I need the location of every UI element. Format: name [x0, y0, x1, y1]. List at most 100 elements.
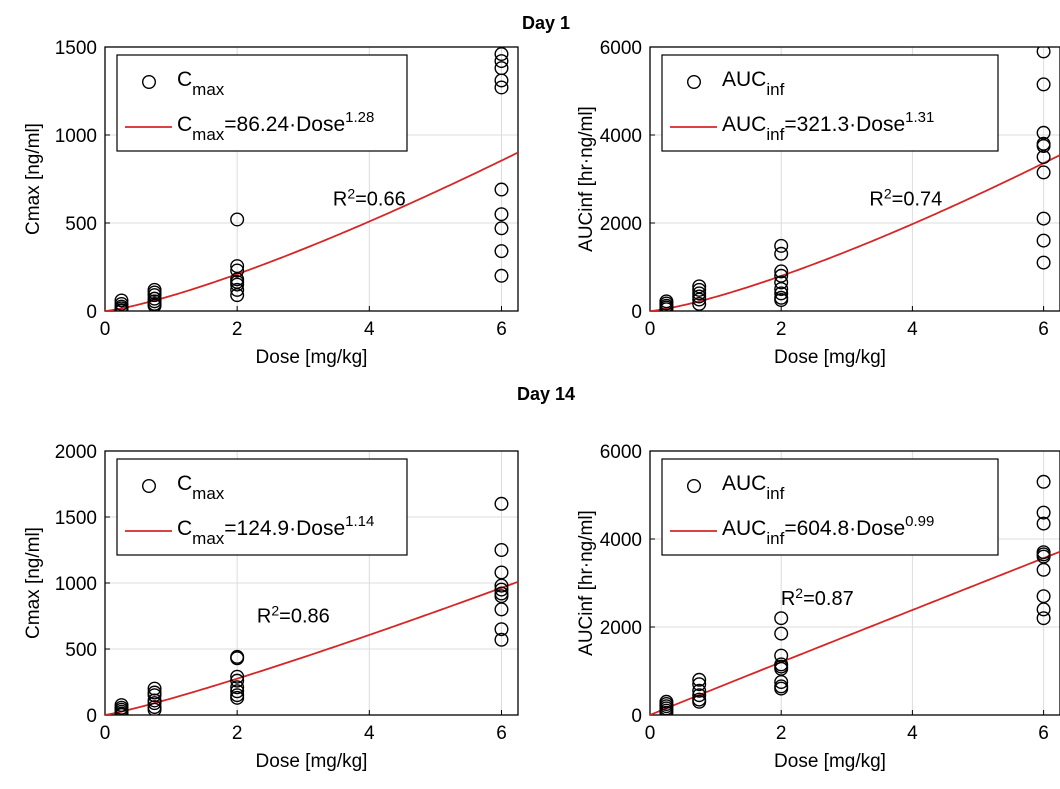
- data-point: [774, 681, 789, 696]
- data-point: [230, 274, 245, 289]
- y-tick-label: 500: [65, 640, 97, 661]
- y-tick-label: 1000: [55, 574, 97, 595]
- chart-panel-3: 0 2 4 6 0 500 1000 1500 2000 Dose [mg/kg] Cmax [ng…: [23, 442, 519, 772]
- x-axis-label: Dose [mg/kg]: [256, 347, 368, 368]
- y-tick-label: 1000: [55, 126, 97, 147]
- data-point: [230, 212, 245, 227]
- r2-label: R2=0.66: [333, 185, 406, 210]
- data-point: [1036, 516, 1051, 531]
- legend-box: [661, 54, 999, 152]
- data-point: [1036, 602, 1051, 617]
- legend-fit-label: AUCinf=321.3·Dose1.31: [722, 109, 934, 144]
- data-point: [692, 292, 707, 307]
- y-tick-label: 2000: [600, 214, 642, 235]
- y-tick-label: 0: [631, 706, 642, 727]
- data-point: [494, 268, 509, 283]
- plot-frame: [104, 46, 519, 312]
- x-tick-label: 6: [496, 319, 507, 340]
- y-axis-label: AUCinf [hr·ng/ml]: [576, 510, 597, 656]
- data-point: [692, 694, 707, 709]
- data-point: [692, 672, 707, 687]
- data-point: [1036, 211, 1051, 226]
- plot-frame: [649, 450, 1060, 716]
- legend-fit-label: AUCinf=604.8·Dose0.99: [722, 513, 934, 548]
- data-point: [494, 54, 509, 69]
- r2-label: R2=0.74: [869, 185, 942, 210]
- data-point: [494, 80, 509, 95]
- r2-label: R2=0.87: [781, 585, 854, 610]
- y-tick-label: 6000: [600, 442, 642, 463]
- x-tick-label: 2: [776, 319, 787, 340]
- power-fit-line: [105, 580, 518, 715]
- data-point: [114, 708, 129, 715]
- power-fit-line: [650, 154, 1060, 311]
- data-point: [692, 677, 707, 692]
- legend-marker-label: AUCinf: [722, 472, 785, 503]
- section-title-day-1: Day 1: [522, 13, 570, 33]
- y-tick-label: 4000: [600, 126, 642, 147]
- y-tick-label: 4000: [600, 530, 642, 551]
- x-tick-label: 4: [364, 319, 375, 340]
- data-point: [1036, 505, 1051, 520]
- data-point: [692, 289, 707, 304]
- data-point: [230, 673, 245, 688]
- legend-marker-icon: [687, 479, 702, 494]
- data-point: [774, 275, 789, 290]
- section-title-day-14: Day 14: [517, 384, 575, 404]
- power-fit-line: [650, 550, 1060, 715]
- y-axis-label: AUCinf [hr·ng/ml]: [576, 106, 597, 252]
- data-point: [114, 293, 129, 308]
- legend-fit-label: Cmax=86.24·Dose1.28: [177, 109, 374, 144]
- data-point: [147, 288, 162, 303]
- y-tick-label: 0: [86, 302, 97, 323]
- data-point: [114, 304, 129, 311]
- legend-fit-label: Cmax=124.9·Dose1.14: [177, 513, 374, 548]
- y-tick-label: 1500: [55, 38, 97, 59]
- legend-box: [116, 54, 408, 152]
- x-tick-label: 2: [232, 319, 243, 340]
- legend: AUCinf AUCinf=321.3·Dose1.31: [661, 54, 999, 152]
- data-point: [1036, 611, 1051, 626]
- data-point: [494, 622, 509, 637]
- y-axis-label: Cmax [ng/ml]: [23, 123, 44, 235]
- y-axis-label: Cmax [ng/ml]: [23, 527, 44, 639]
- data-point: [494, 207, 509, 222]
- data-point: [774, 611, 789, 626]
- data-point: [230, 684, 245, 699]
- legend-marker-label: Cmax: [177, 68, 225, 99]
- data-point: [494, 578, 509, 593]
- x-tick-label: 0: [645, 723, 656, 744]
- x-tick-label: 6: [1038, 723, 1049, 744]
- data-point: [774, 238, 789, 253]
- chart-panel-1: 0 2 4 6 0 500 1000 1500 Dose [mg/kg] Cmax [ng/ml]…: [23, 38, 519, 368]
- data-point: [494, 244, 509, 259]
- data-point: [659, 705, 674, 715]
- data-point: [230, 680, 245, 695]
- data-point: [774, 293, 789, 308]
- x-tick-label: 0: [100, 723, 111, 744]
- data-point: [230, 282, 245, 297]
- data-point: [494, 61, 509, 76]
- data-point: [1036, 474, 1051, 489]
- data-point: [230, 669, 245, 684]
- x-tick-label: 6: [1038, 319, 1049, 340]
- chart-panel-4: 0 2 4 6 0 2000 4000 6000 Dose [mg/kg] AUCinf [hr·…: [576, 442, 1060, 772]
- y-tick-label: 0: [631, 302, 642, 323]
- x-tick-label: 4: [907, 723, 918, 744]
- data-point: [774, 264, 789, 279]
- legend: AUCinf AUCinf=604.8·Dose0.99: [661, 458, 999, 556]
- data-point: [692, 286, 707, 301]
- x-tick-label: 0: [645, 319, 656, 340]
- data-point: [1036, 562, 1051, 577]
- data-point: [147, 688, 162, 703]
- data-point: [774, 282, 789, 297]
- data-point: [494, 632, 509, 647]
- data-point: [1036, 138, 1051, 153]
- data-point: [230, 651, 245, 666]
- data-point: [692, 282, 707, 297]
- x-tick-label: 0: [100, 319, 111, 340]
- data-point: [494, 589, 509, 604]
- data-point: [494, 47, 509, 62]
- data-point: [1036, 47, 1051, 59]
